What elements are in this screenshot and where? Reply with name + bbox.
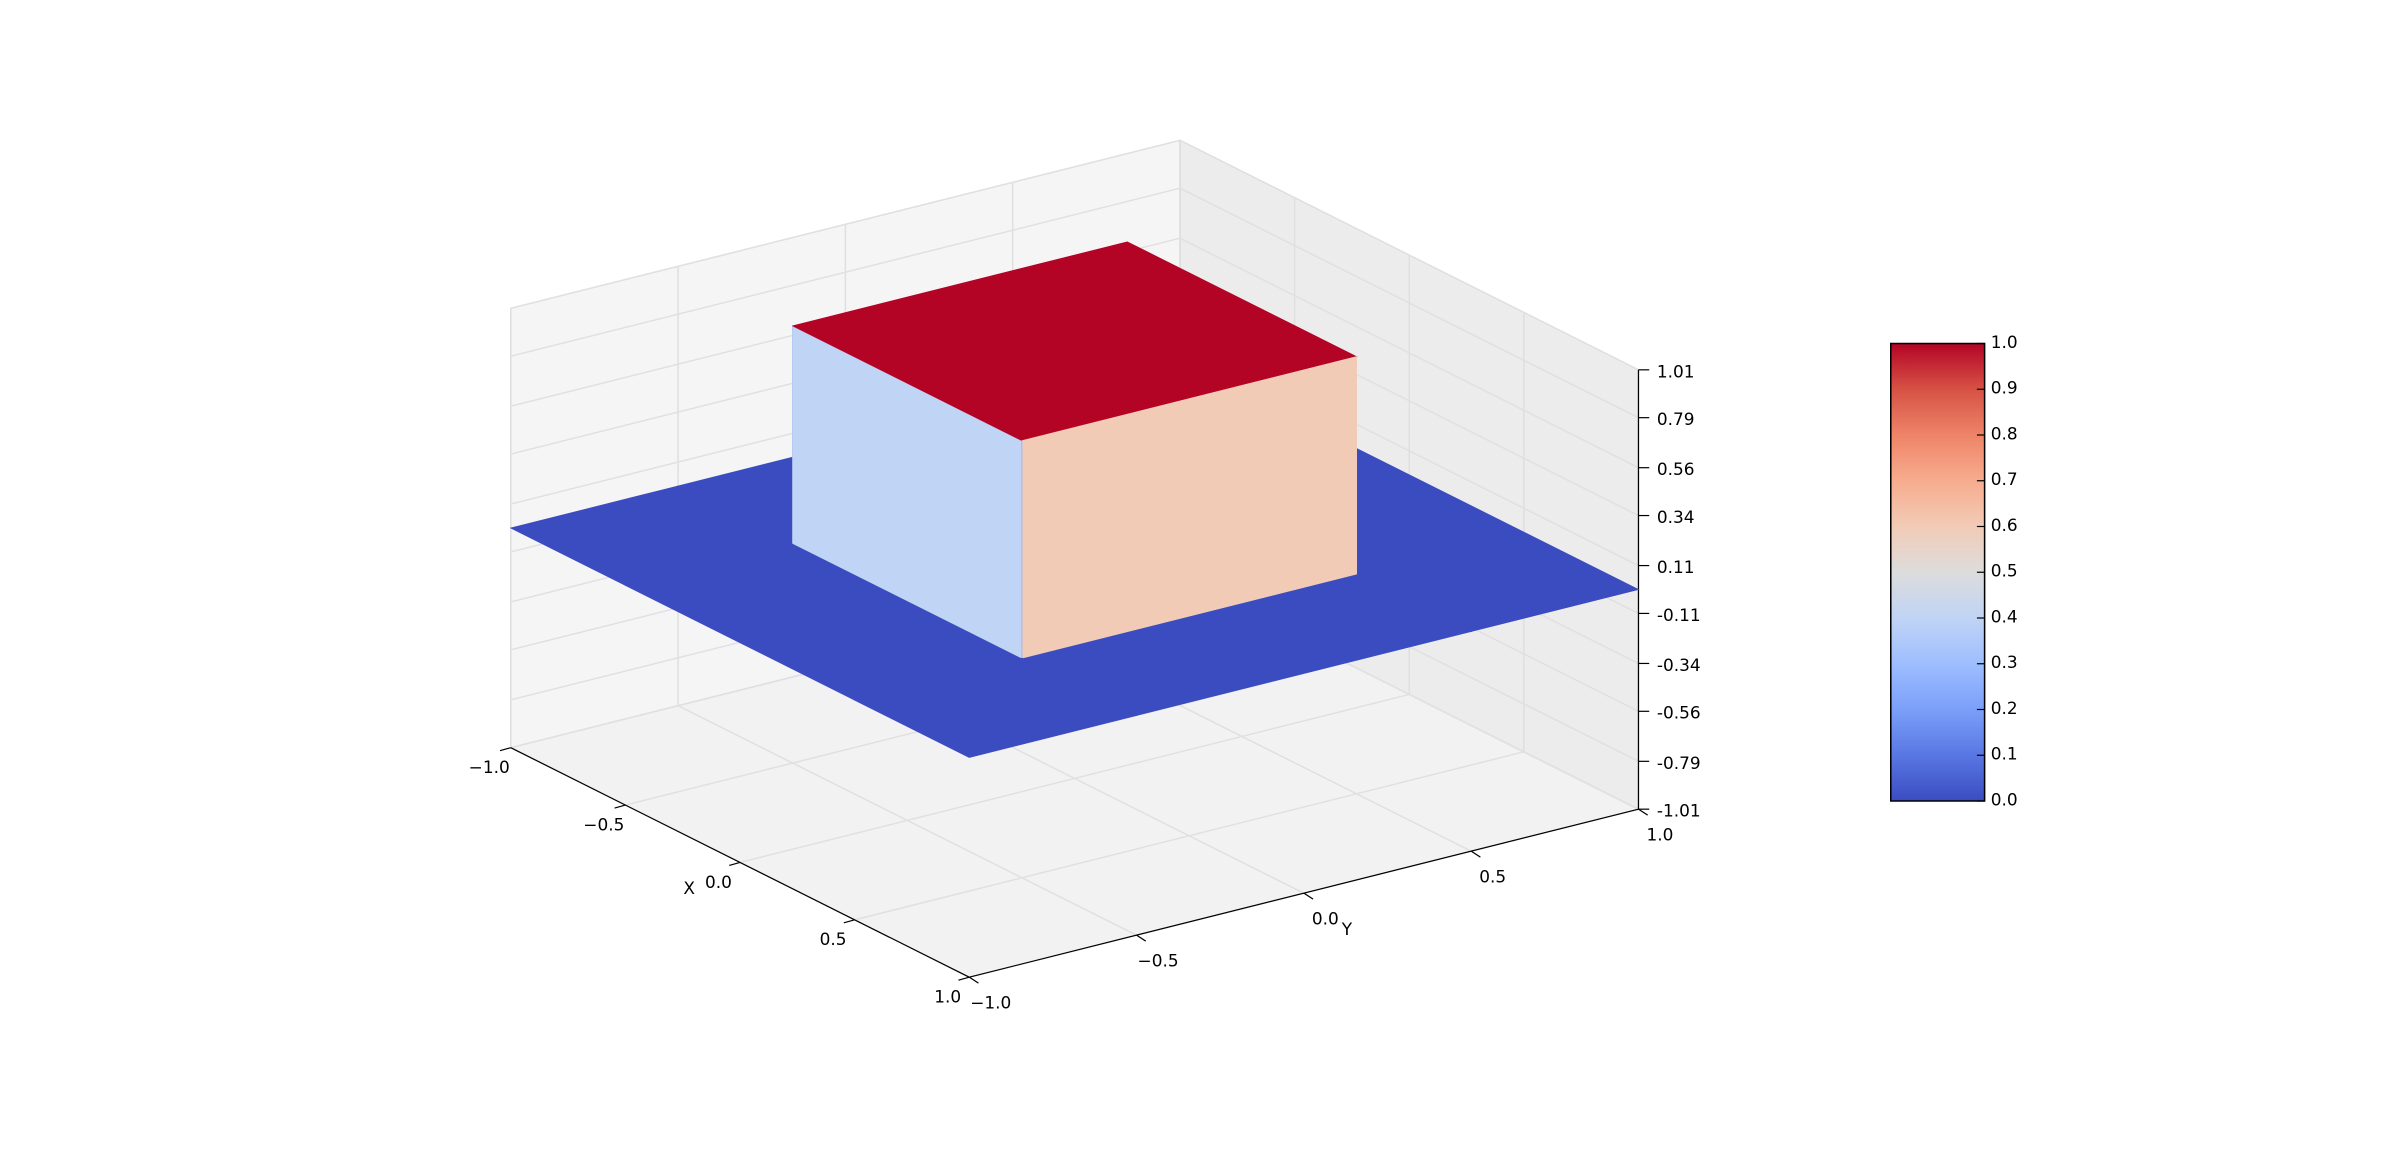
x-tick-label: 0.5 <box>820 929 847 949</box>
grid-line <box>1179 139 1639 371</box>
z-tick-label: 0.34 <box>1657 507 1695 527</box>
x-tick-label: −0.5 <box>583 815 624 835</box>
colorbar-tick-label: 0.5 <box>1991 561 2018 581</box>
tick-mark <box>729 861 741 867</box>
x-tick-label: 1.0 <box>934 987 961 1007</box>
y-tick-label: 0.5 <box>1479 867 1506 887</box>
colorbar-tick-label: 0.4 <box>1991 607 2018 627</box>
y-axis-label: Y <box>1341 919 1353 939</box>
tick-mark <box>843 919 855 924</box>
colorbar-tick-label: 0.8 <box>1991 424 2018 444</box>
colorbar-tick-label: 0.2 <box>1991 698 2018 718</box>
surface-facet <box>853 657 1138 758</box>
y-tick-label: −1.0 <box>970 993 1011 1013</box>
tick-mark <box>614 804 626 809</box>
colorbar-tick-label: 0.3 <box>1991 652 2018 672</box>
grid-line <box>510 139 1181 310</box>
colorbar-tick-label: 0.0 <box>1991 790 2018 810</box>
y-tick-label: 0.0 <box>1312 909 1339 929</box>
z-tick-label: 1.01 <box>1657 361 1695 381</box>
tick-mark <box>958 976 970 981</box>
grid-line <box>1179 237 1639 469</box>
z-tick-label: -0.34 <box>1657 655 1701 675</box>
colorbar-tick-label: 0.1 <box>1991 744 2018 764</box>
z-tick-label: 0.79 <box>1657 409 1695 429</box>
y-tick-label: −0.5 <box>1138 951 1179 971</box>
z-tick-label: -0.11 <box>1657 605 1701 625</box>
colorbar-tick-label: 0.7 <box>1991 469 2018 489</box>
colorbar-tick-label: 0.9 <box>1991 378 2018 398</box>
grid-line <box>677 705 1137 936</box>
grid-line <box>510 187 1181 357</box>
x-axis-label: X <box>683 878 695 898</box>
tick-mark <box>1136 934 1147 942</box>
z-tick-label: -0.56 <box>1657 703 1701 723</box>
grid-line <box>1179 187 1639 419</box>
tick-mark <box>499 747 511 752</box>
tick-mark <box>968 976 979 984</box>
tick-mark <box>1303 892 1314 900</box>
y-tick-label: 1.0 <box>1647 825 1674 845</box>
tick-mark <box>1638 808 1649 816</box>
tick-mark <box>1470 850 1481 858</box>
colorbar <box>1890 342 1986 802</box>
colorbar-tick-label: 0.6 <box>1991 515 2018 535</box>
z-tick-label: 0.56 <box>1657 459 1695 479</box>
x-tick-label: −1.0 <box>469 757 510 777</box>
z-tick-label: -0.79 <box>1657 753 1701 773</box>
z-tick-label: -1.01 <box>1657 801 1701 821</box>
colorbar-tick-label: 1.0 <box>1991 332 2018 352</box>
z-tick-label: 0.11 <box>1657 557 1695 577</box>
x-tick-label: 0.0 <box>705 872 732 892</box>
